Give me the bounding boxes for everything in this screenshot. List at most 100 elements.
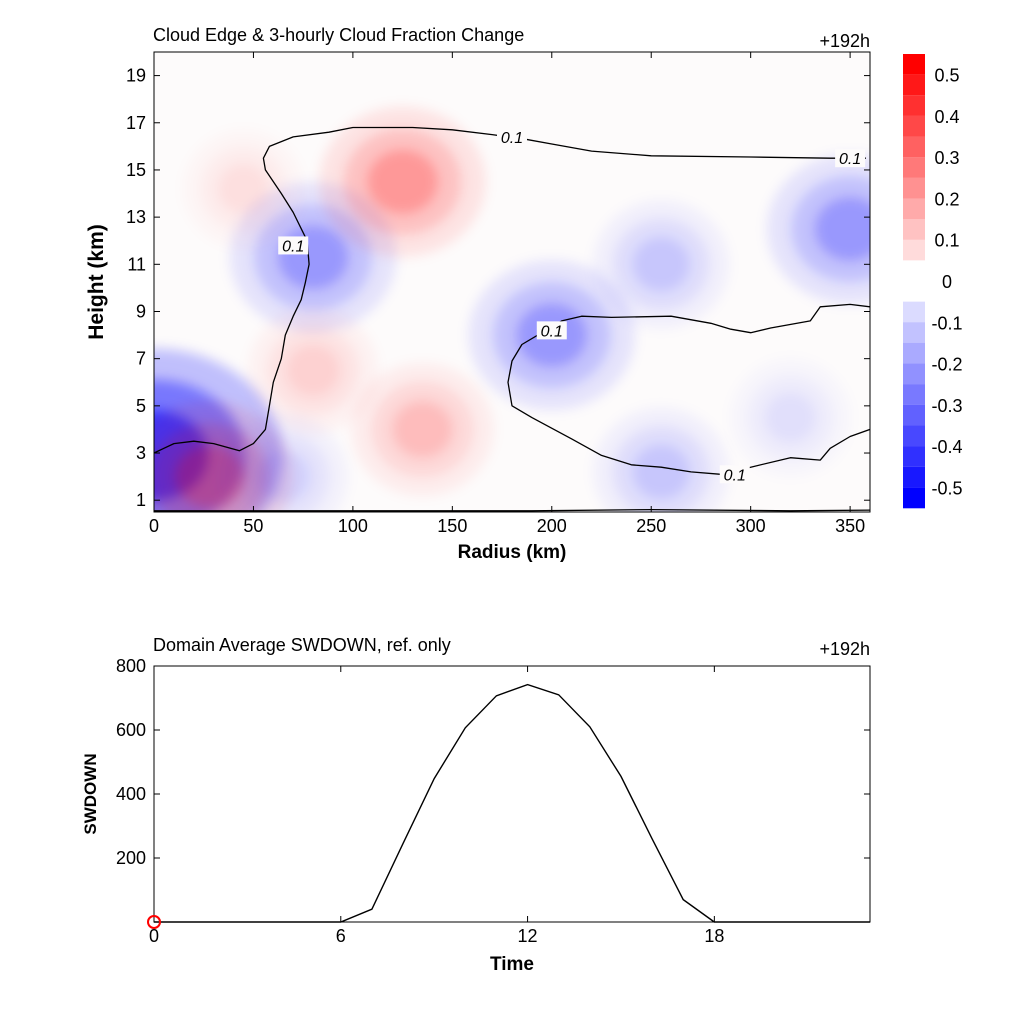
contour-line-2 bbox=[154, 508, 870, 512]
contour-labels: 0.1 0.1 0.1 0.1 0.1 bbox=[278, 127, 866, 484]
colorbar-tick-label: -0.4 bbox=[931, 437, 962, 457]
colorbar-segment-base bbox=[903, 281, 925, 302]
contour-label-bg bbox=[835, 149, 866, 168]
y-tick-label: 600 bbox=[116, 720, 146, 740]
top-plot-frame bbox=[153, 51, 871, 513]
x-tick-label: 0 bbox=[149, 516, 159, 536]
contour-lines bbox=[154, 126, 870, 512]
colorbar: 0.5 0.4 0.3 0.2 0.1 0 -0.1 -0.2 -0.3 -0.4 -0.5 bbox=[903, 54, 963, 509]
colorbar-segment-base bbox=[903, 177, 925, 199]
x-tick-label: 0 bbox=[149, 926, 159, 946]
top-y-axis-label: Height (km) bbox=[85, 224, 108, 340]
colorbar-segment-base bbox=[903, 198, 925, 220]
bottom-y-axis-ticks: 200 400 600 800 bbox=[116, 656, 870, 868]
y-tick-label: 11 bbox=[127, 254, 146, 274]
colorbar-segment bbox=[903, 363, 925, 385]
y-tick-label: 5 bbox=[136, 396, 146, 416]
cloud-fraction-panel: Cloud Edge & 3-hourly Cloud Fraction Cha… bbox=[85, 25, 963, 563]
colorbar-segment bbox=[903, 487, 925, 509]
contour-label-bg bbox=[719, 465, 750, 484]
colorbar-segment bbox=[903, 425, 925, 447]
contour-label: 0.1 bbox=[541, 323, 563, 340]
colorbar-segment-base bbox=[903, 301, 925, 323]
colorbar-tick-label: 0.3 bbox=[934, 148, 959, 168]
bottom-plot-frame bbox=[153, 665, 871, 923]
field-blob-8 bbox=[767, 153, 870, 304]
field-blob-4 bbox=[351, 362, 494, 496]
time-marker-circle bbox=[147, 915, 161, 929]
contour-label: 0.1 bbox=[282, 238, 304, 255]
colorbar-tick-label: 0.1 bbox=[934, 231, 959, 251]
x-tick-label: 250 bbox=[636, 516, 666, 536]
contour-line-1 bbox=[507, 303, 870, 475]
colorbar-segment bbox=[903, 54, 925, 75]
y-tick-label: 400 bbox=[116, 784, 146, 804]
colorbar-tick-label: -0.1 bbox=[931, 313, 962, 333]
colorbar-segment-base bbox=[903, 219, 925, 241]
field-blob-12 bbox=[593, 199, 730, 329]
top-chart-time-label: +192h bbox=[819, 31, 870, 51]
colorbar-segment bbox=[903, 301, 925, 323]
colorbar-segment bbox=[903, 198, 925, 220]
colorbar-segment-base bbox=[903, 239, 925, 261]
current-time-marker bbox=[147, 915, 161, 929]
colorbar-segment bbox=[903, 177, 925, 199]
colorbar-tick-label: -0.5 bbox=[931, 478, 962, 498]
colorbar-tick-label: 0.2 bbox=[934, 189, 959, 209]
colorbar-segment bbox=[903, 74, 925, 96]
contour-label-bg bbox=[497, 127, 527, 146]
swdown-series-line bbox=[154, 683, 870, 923]
y-tick-label: 800 bbox=[116, 656, 146, 676]
colorbar-segment bbox=[903, 239, 925, 261]
colorbar-segment bbox=[903, 115, 925, 137]
colorbar-segment-base bbox=[903, 322, 925, 344]
colorbar-segment bbox=[903, 384, 925, 406]
y-tick-label: 15 bbox=[126, 160, 146, 180]
x-tick-label: 150 bbox=[437, 516, 467, 536]
contour-line-0 bbox=[154, 126, 866, 454]
contour-label-bg bbox=[278, 236, 309, 255]
contour-label: 0.1 bbox=[501, 130, 523, 147]
y-tick-label: 1 bbox=[136, 490, 146, 510]
top-x-axis-ticks: 0 50 100 150 200 250 300 350 bbox=[149, 52, 865, 536]
x-tick-label: 18 bbox=[704, 926, 724, 946]
top-chart-title: Cloud Edge & 3-hourly Cloud Fraction Cha… bbox=[153, 25, 524, 45]
bottom-x-axis-label: Time bbox=[490, 954, 534, 975]
field-blob-5 bbox=[266, 326, 360, 415]
x-tick-label: 50 bbox=[243, 516, 263, 536]
colorbar-tick-label: 0 bbox=[942, 272, 952, 292]
y-tick-label: 3 bbox=[136, 443, 146, 463]
y-tick-label: 17 bbox=[126, 113, 146, 133]
cloud-fraction-field bbox=[154, 106, 870, 512]
colorbar-tick-label: -0.2 bbox=[931, 355, 962, 375]
colorbar-tick-label: -0.3 bbox=[931, 396, 962, 416]
contour-label-bg bbox=[536, 321, 567, 340]
colorbar-segment bbox=[903, 281, 925, 302]
bottom-x-axis-ticks: 0 6 12 18 bbox=[149, 666, 724, 946]
y-tick-label: 19 bbox=[126, 66, 146, 86]
top-x-axis-label: Radius (km) bbox=[458, 542, 567, 563]
field-blob-11 bbox=[764, 392, 816, 443]
x-tick-label: 100 bbox=[338, 516, 368, 536]
colorbar-tick-label: 0.5 bbox=[934, 66, 959, 86]
bottom-chart-time-label: +192h bbox=[819, 639, 870, 659]
colorbar-segment bbox=[903, 136, 925, 158]
bottom-chart-title: Domain Average SWDOWN, ref. only bbox=[153, 635, 451, 655]
swdown-panel: Domain Average SWDOWN, ref. only +192h 0… bbox=[81, 635, 871, 975]
colorbar-segment-base bbox=[903, 342, 925, 364]
y-tick-label: 9 bbox=[136, 301, 146, 321]
x-tick-label: 350 bbox=[835, 516, 865, 536]
y-tick-label: 13 bbox=[126, 207, 146, 227]
colorbar-segment-base bbox=[903, 260, 925, 282]
colorbar-segment bbox=[903, 342, 925, 364]
colorbar-segment bbox=[903, 219, 925, 241]
colorbar-segment bbox=[903, 466, 925, 488]
y-tick-label: 200 bbox=[116, 848, 146, 868]
colorbar-segment bbox=[903, 446, 925, 468]
colorbar-segment bbox=[903, 404, 925, 426]
colorbar-segment bbox=[903, 260, 925, 281]
x-tick-label: 6 bbox=[336, 926, 346, 946]
colorbar-segment bbox=[903, 322, 925, 344]
